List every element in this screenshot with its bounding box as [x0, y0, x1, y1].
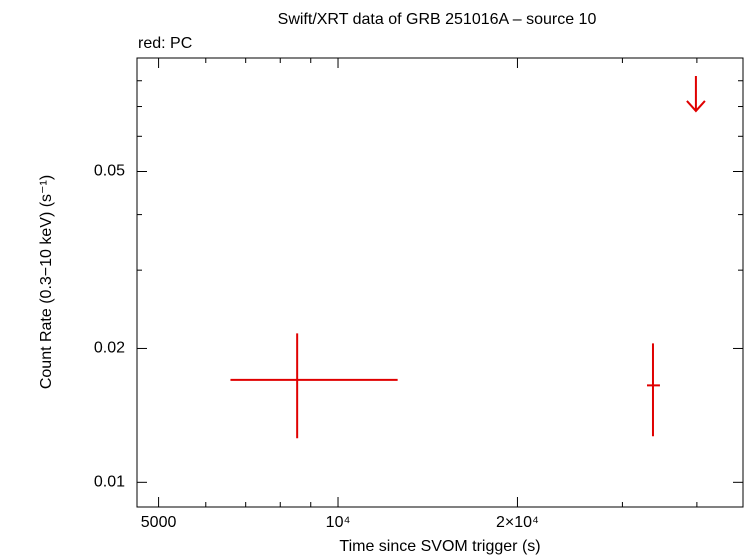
x-tick-label: 5000 [141, 514, 177, 531]
x-tick-label: 2×10⁴ [496, 514, 539, 531]
y-tick-label: 0.05 [94, 163, 125, 180]
x-tick-label: 10⁴ [326, 514, 351, 531]
plot-frame [136, 57, 744, 508]
x-axis-label: Time since SVOM trigger (s) [339, 538, 540, 555]
chart-title: Swift/XRT data of GRB 251016A – source 1… [278, 11, 597, 28]
y-axis-label: Count Rate (0.3−10 keV) (s⁻¹) [38, 175, 55, 389]
y-tick-label: 0.01 [94, 474, 125, 491]
legend-label: red: PC [138, 35, 192, 52]
y-tick-label: 0.02 [94, 340, 125, 357]
upper-limit-arrow [686, 75, 706, 113]
